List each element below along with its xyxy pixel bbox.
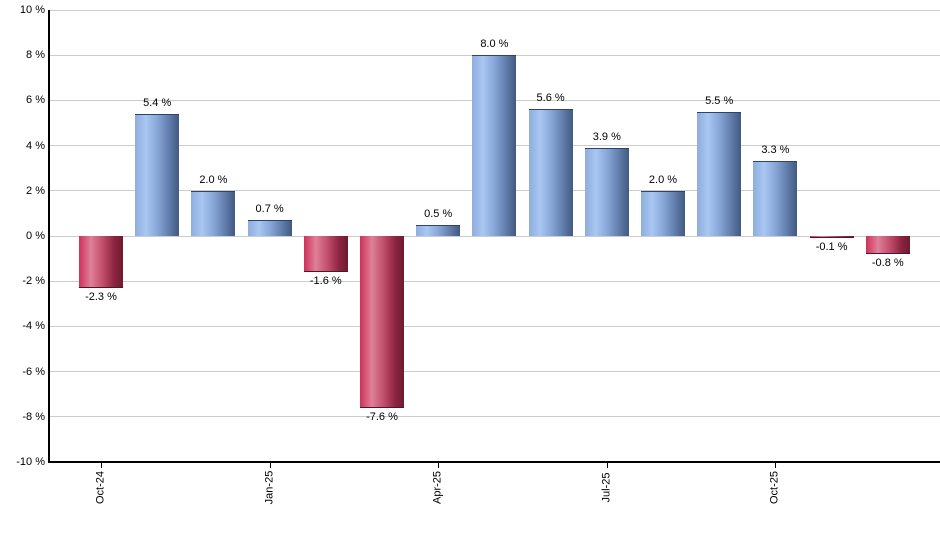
bar-end-cap (697, 112, 742, 113)
bar-end-cap (247, 220, 292, 221)
bar-value-label: 3.9 % (592, 131, 621, 143)
bar-value-label: -0.1 % (815, 241, 848, 253)
bar-value-label: 8.0 % (480, 38, 509, 50)
bar-end-cap (528, 109, 573, 110)
negative-bar (79, 236, 123, 288)
gridline--6% (50, 371, 940, 373)
y-tick-label: 6 % (26, 94, 45, 107)
y-tick-label: -8 % (22, 410, 45, 423)
bar-value-label: 5.6 % (536, 92, 565, 104)
bar-value-label: 0.5 % (424, 208, 453, 220)
gridline--2% (50, 280, 940, 282)
gridline--8% (50, 416, 940, 418)
positive-bar (753, 161, 798, 236)
y-tick-label: 8 % (26, 49, 45, 62)
negative-bar (303, 236, 348, 272)
positive-bar (191, 191, 236, 236)
x-axis-tick (438, 463, 440, 468)
negative-bar (809, 236, 854, 238)
positive-bar (247, 220, 292, 236)
y-tick-label: -6 % (22, 365, 45, 378)
bar-value-label: -1.6 % (309, 275, 342, 287)
y-tick-label: 0 % (26, 230, 45, 242)
y-tick-label: -4 % (22, 320, 45, 333)
x-axis-tick (269, 463, 271, 468)
positive-bar (641, 191, 685, 236)
gridline-0% (50, 235, 940, 237)
x-axis-tick (606, 463, 608, 468)
bar-end-cap (135, 114, 180, 115)
bar-end-cap (416, 225, 461, 226)
negative-bar (360, 236, 404, 408)
gridline-10% (50, 9, 940, 11)
bar-value-label: 0.7 % (255, 203, 284, 215)
positive-bar (416, 225, 461, 236)
bar-end-cap (472, 55, 517, 56)
x-tick-label: Oct-24 (94, 471, 107, 505)
x-tick-label: Jul-25 (600, 472, 613, 503)
bar-value-label: 5.5 % (705, 95, 734, 107)
y-tick-label: 2 % (26, 184, 45, 197)
positive-bar (584, 148, 629, 236)
x-tick-label: Oct-25 (768, 471, 781, 505)
negative-bar (865, 236, 910, 254)
bar-value-label: 5.4 % (143, 97, 172, 109)
x-axis-tick (775, 463, 777, 468)
positive-bar (472, 55, 517, 236)
bar-value-label: -7.6 % (366, 411, 398, 423)
y-tick-label: -2 % (22, 275, 45, 288)
x-tick-label: Apr-25 (431, 470, 444, 505)
y-tick-label: -10 % (16, 456, 45, 468)
y-axis-line (48, 10, 50, 463)
bar-value-label: -0.8 % (871, 257, 904, 269)
bar-value-label: 2.0 % (199, 174, 228, 186)
bar-end-cap (865, 253, 910, 254)
bar-end-cap (360, 407, 404, 408)
bar-end-cap (753, 161, 798, 162)
bar-value-label: 2.0 % (648, 174, 678, 186)
positive-bar (528, 109, 573, 236)
bar-end-cap (191, 191, 236, 192)
bar-end-cap (809, 237, 854, 238)
bar-value-label: 3.3 % (761, 144, 790, 156)
bar-end-cap (641, 191, 685, 192)
positive-bar (697, 112, 742, 236)
bar-value-label: -2.3 % (85, 291, 117, 303)
gridline--4% (50, 325, 940, 327)
positive-bar (135, 114, 180, 236)
y-tick-label: 4 % (26, 139, 45, 152)
bar-end-cap (584, 148, 629, 149)
bar-end-cap (79, 287, 123, 288)
y-tick-label: 10 % (19, 4, 45, 16)
x-tick-label: Jan-25 (263, 470, 276, 505)
x-axis-line (48, 461, 940, 463)
bar-end-cap (303, 271, 348, 272)
x-axis-tick (101, 463, 102, 468)
